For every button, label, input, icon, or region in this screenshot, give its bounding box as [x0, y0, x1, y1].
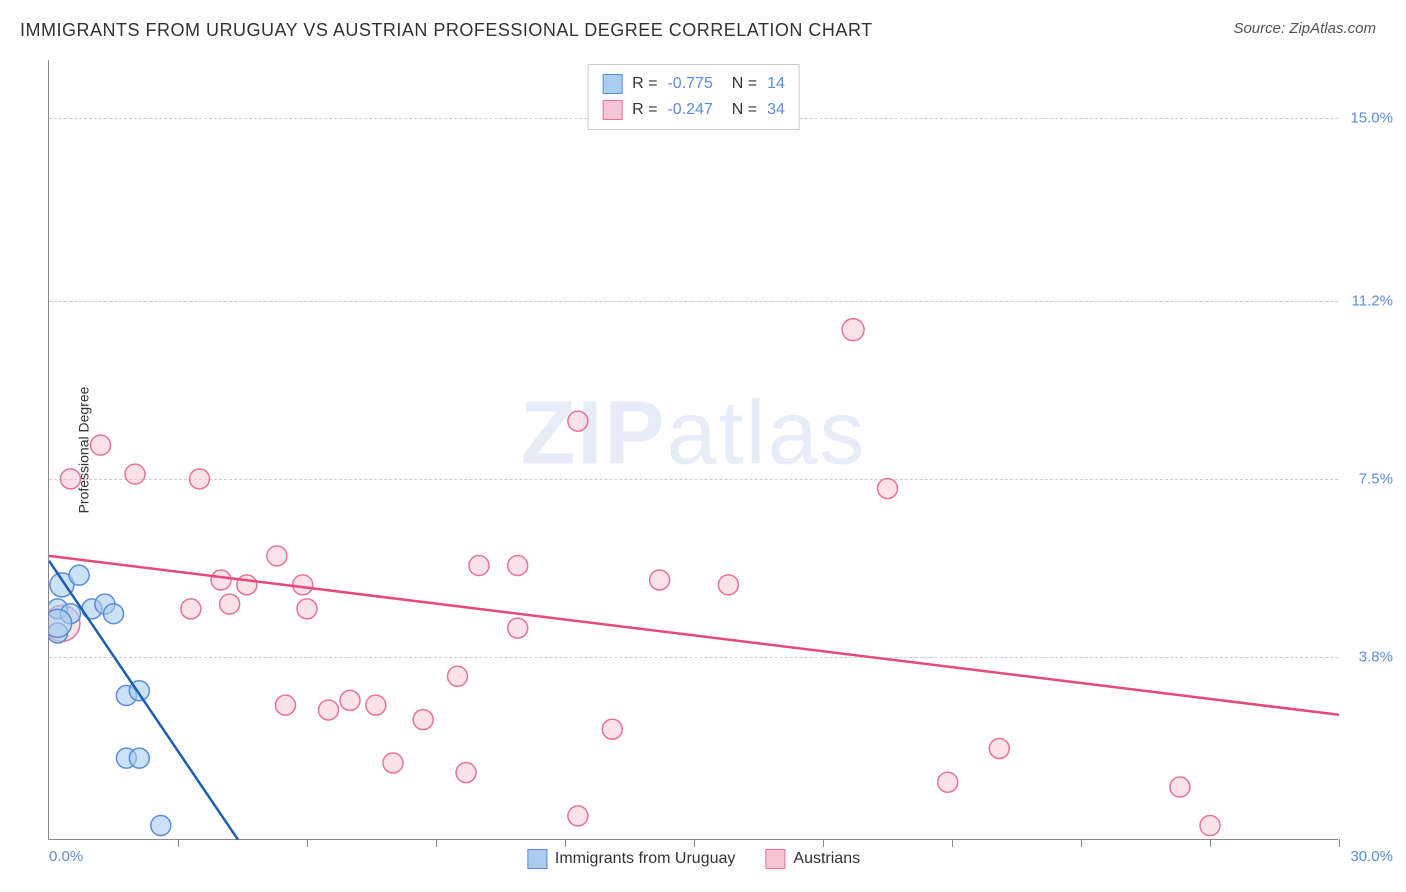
- data-point: [237, 575, 257, 595]
- data-point: [69, 565, 89, 585]
- x-start-label: 0.0%: [49, 848, 83, 865]
- swatch-uruguay: [602, 74, 622, 94]
- ytick-label: 7.5%: [1359, 470, 1393, 487]
- data-point: [878, 479, 898, 499]
- data-point: [568, 411, 588, 431]
- xtick: [565, 839, 566, 847]
- regression-line: [49, 556, 1339, 715]
- data-point: [129, 748, 149, 768]
- data-point: [989, 739, 1009, 759]
- data-point: [508, 618, 528, 638]
- xtick: [823, 839, 824, 847]
- legend-stats: R = -0.775 N = 14 R = -0.247 N = 34: [587, 64, 800, 130]
- data-point: [91, 435, 111, 455]
- data-point: [1200, 816, 1220, 836]
- legend-row-uruguay: R = -0.775 N = 14: [602, 71, 785, 97]
- data-point: [456, 763, 476, 783]
- ytick-label: 15.0%: [1350, 109, 1393, 126]
- xtick: [1081, 839, 1082, 847]
- xtick: [436, 839, 437, 847]
- legend-series: Immigrants from Uruguay Austrians: [527, 849, 860, 869]
- data-point: [842, 319, 864, 341]
- chart-title: IMMIGRANTS FROM URUGUAY VS AUSTRIAN PROF…: [20, 20, 873, 41]
- data-point: [650, 570, 670, 590]
- data-point: [220, 594, 240, 614]
- xtick: [1339, 839, 1340, 847]
- swatch-austrians-icon: [765, 849, 785, 869]
- data-point: [319, 700, 339, 720]
- plot-area: ZIPatlas R = -0.775 N = 14 R = -0.247 N …: [48, 60, 1338, 840]
- data-point: [602, 719, 622, 739]
- data-point: [383, 753, 403, 773]
- data-point: [508, 556, 528, 576]
- data-point: [151, 816, 171, 836]
- data-point: [718, 575, 738, 595]
- data-point: [276, 695, 296, 715]
- ytick-label: 3.8%: [1359, 649, 1393, 666]
- xtick: [178, 839, 179, 847]
- scatter-plot: [49, 60, 1339, 840]
- regression-line: [49, 561, 238, 840]
- xtick: [307, 839, 308, 847]
- data-point: [1170, 777, 1190, 797]
- data-point: [938, 772, 958, 792]
- legend-row-austrians: R = -0.247 N = 34: [602, 97, 785, 123]
- data-point: [190, 469, 210, 489]
- data-point: [61, 469, 81, 489]
- legend-item-austrians: Austrians: [765, 849, 860, 869]
- data-point: [340, 690, 360, 710]
- data-point: [125, 464, 145, 484]
- x-end-label: 30.0%: [1350, 848, 1393, 865]
- data-point: [211, 570, 231, 590]
- xtick: [1210, 839, 1211, 847]
- data-point: [469, 556, 489, 576]
- data-point: [104, 604, 124, 624]
- source-label: Source: ZipAtlas.com: [1233, 20, 1376, 37]
- data-point: [413, 710, 433, 730]
- data-point: [49, 609, 72, 637]
- ytick-label: 11.2%: [1352, 292, 1393, 309]
- data-point: [568, 806, 588, 826]
- xtick: [694, 839, 695, 847]
- legend-item-uruguay: Immigrants from Uruguay: [527, 849, 736, 869]
- swatch-austrians: [602, 100, 622, 120]
- data-point: [181, 599, 201, 619]
- xtick: [952, 839, 953, 847]
- data-point: [366, 695, 386, 715]
- chart-container: Professional Degree ZIPatlas R = -0.775 …: [48, 60, 1368, 840]
- swatch-uruguay-icon: [527, 849, 547, 869]
- data-point: [267, 546, 287, 566]
- data-point: [297, 599, 317, 619]
- data-point: [448, 666, 468, 686]
- data-point: [293, 575, 313, 595]
